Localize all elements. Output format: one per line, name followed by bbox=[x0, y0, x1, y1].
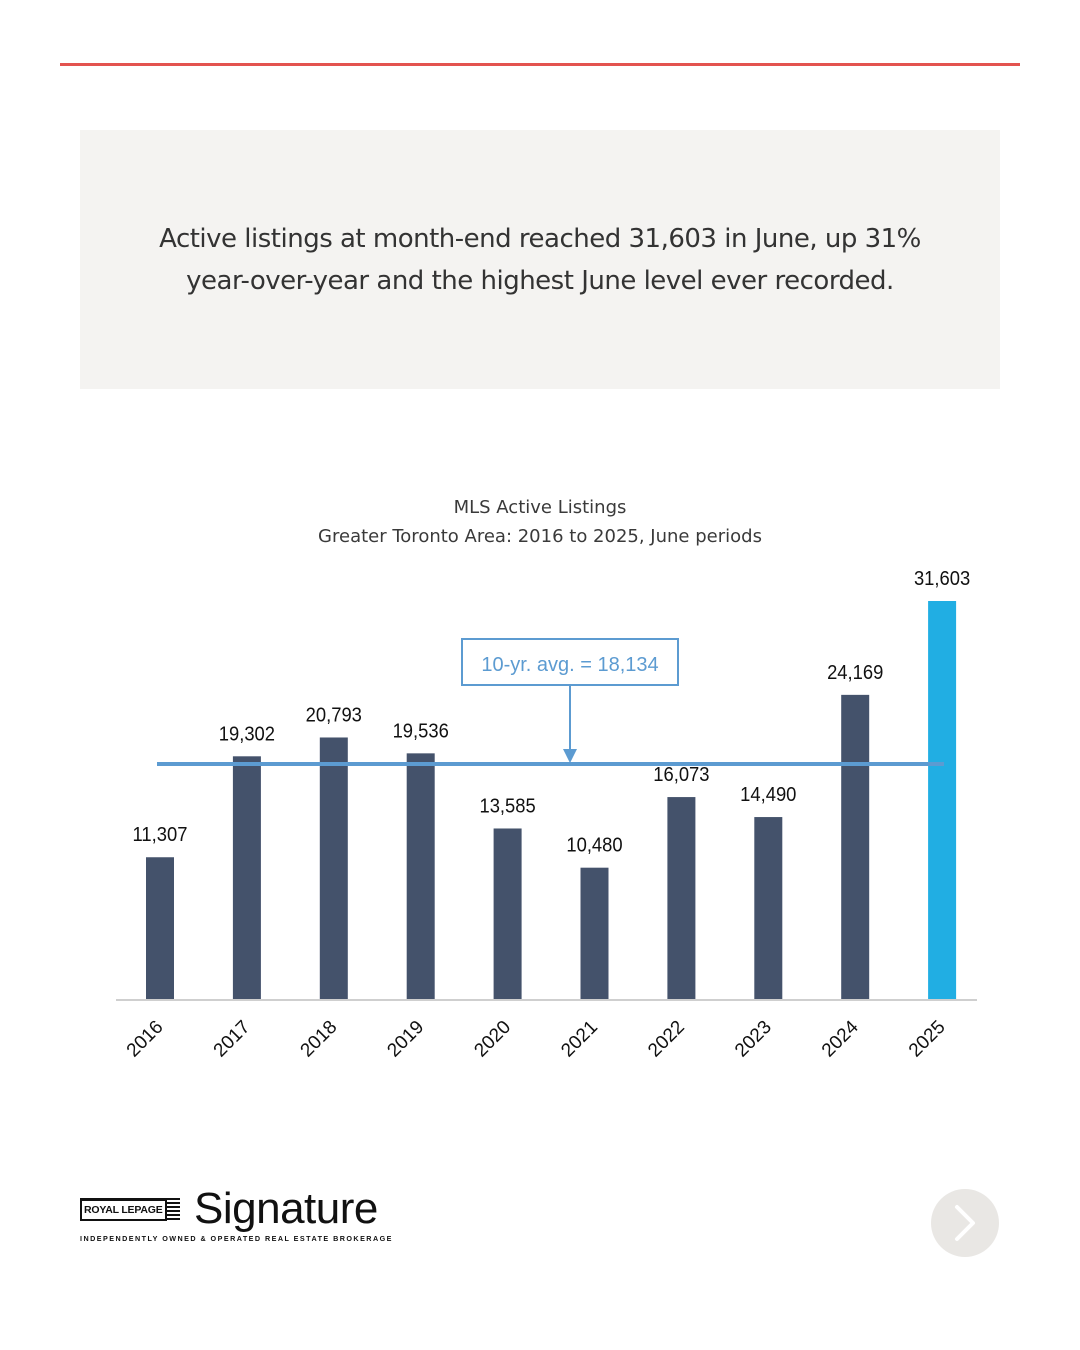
royal-lepage-mark: ROYAL LEPAGE bbox=[80, 1198, 180, 1222]
summary-callout: Active listings at month-end reached 31,… bbox=[80, 130, 1000, 389]
x-tick-2024: 2024 bbox=[818, 1016, 863, 1061]
average-label-box bbox=[461, 638, 679, 686]
bar-2020 bbox=[493, 828, 522, 1000]
active-listings-chart: MLS Active Listings Greater Toronto Area… bbox=[116, 497, 977, 1062]
value-label-2024: 24,169 bbox=[827, 662, 883, 684]
x-tick-2019: 2019 bbox=[383, 1017, 428, 1062]
bar-2025 bbox=[928, 601, 957, 1000]
bar-2017 bbox=[232, 756, 261, 1000]
x-tick-2020: 2020 bbox=[470, 1017, 515, 1062]
chart-subtitle: Greater Toronto Area: 2016 to 2025, June… bbox=[318, 526, 762, 547]
x-tick-2023: 2023 bbox=[731, 1017, 776, 1062]
bar-2016 bbox=[146, 857, 174, 1000]
bar-2019 bbox=[406, 753, 435, 1000]
x-tick-2022: 2022 bbox=[644, 1017, 689, 1062]
x-tick-2017: 2017 bbox=[210, 1017, 255, 1062]
average-pointer-arrow-icon bbox=[563, 749, 577, 764]
value-label-2021: 10,480 bbox=[566, 835, 622, 857]
value-label-2017: 19,302 bbox=[219, 724, 275, 746]
royal-lepage-signature-logo: ROYAL LEPAGE Signature INDEPENDENTLY OWN… bbox=[80, 1184, 420, 1252]
value-label-2016: 11,307 bbox=[133, 825, 188, 847]
bar-2022 bbox=[667, 797, 696, 1000]
bar-2021 bbox=[580, 867, 609, 1000]
average-reference: 10-yr. avg. = 18,134 bbox=[157, 638, 944, 767]
value-label-2023: 14,490 bbox=[740, 784, 796, 806]
average-label: 10-yr. avg. = 18,134 bbox=[481, 654, 658, 676]
next-slide-button[interactable] bbox=[931, 1189, 999, 1257]
x-tick-2018: 2018 bbox=[297, 1017, 342, 1062]
x-tick-2016: 2016 bbox=[123, 1017, 168, 1062]
bar-2024 bbox=[841, 694, 870, 1000]
x-tick-2021: 2021 bbox=[557, 1017, 602, 1062]
value-label-2022: 16,073 bbox=[653, 764, 709, 786]
value-label-2025: 31,603 bbox=[914, 568, 970, 590]
signature-wordmark: Signature bbox=[194, 1184, 378, 1233]
chart-title: MLS Active Listings bbox=[454, 497, 627, 518]
royal-lepage-text: ROYAL LEPAGE bbox=[80, 1199, 167, 1221]
bar-2018 bbox=[319, 737, 348, 1000]
bars-layer bbox=[146, 601, 957, 1000]
top-accent-rule bbox=[60, 63, 1020, 66]
value-label-2019: 19,536 bbox=[393, 721, 449, 743]
bar-2023 bbox=[754, 817, 783, 1000]
value-label-2020: 13,585 bbox=[479, 796, 535, 818]
summary-text: Active listings at month-end reached 31,… bbox=[159, 223, 921, 296]
x-tick-2025: 2025 bbox=[905, 1017, 950, 1062]
value-label-2018: 20,793 bbox=[306, 705, 362, 727]
brokerage-tagline: INDEPENDENTLY OWNED & OPERATED REAL ESTA… bbox=[80, 1234, 393, 1243]
chevron-right-icon bbox=[955, 1205, 975, 1241]
